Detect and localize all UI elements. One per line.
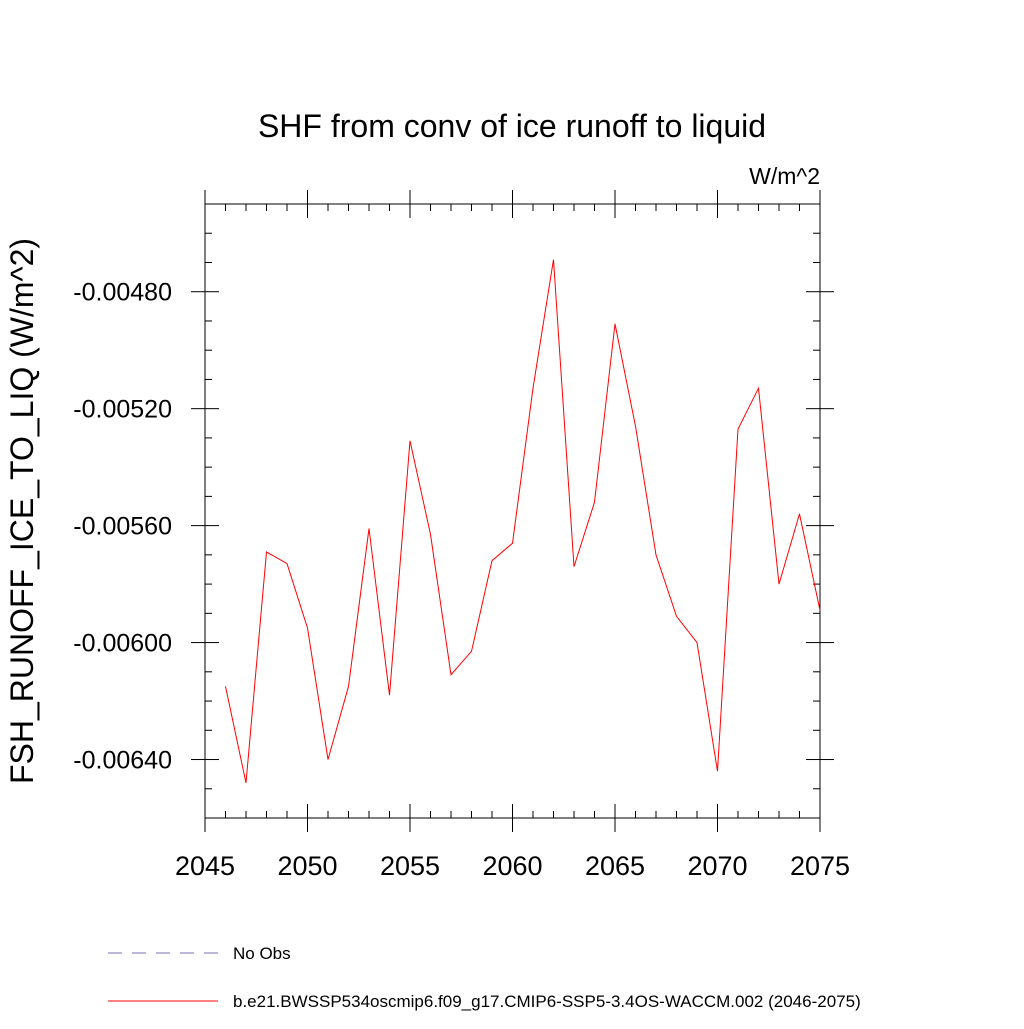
legend-label-model-run: b.e21.BWSSP534oscmip6.f09_g17.CMIP6-SSP5… bbox=[233, 992, 861, 1011]
x-tick-label: 2075 bbox=[790, 851, 850, 881]
legend: No Obs b.e21.BWSSP534oscmip6.f09_g17.CMI… bbox=[108, 944, 861, 1011]
y-tick-label: -0.00560 bbox=[73, 513, 172, 541]
y-tick-label: -0.00600 bbox=[73, 630, 172, 658]
x-tick-label: 2045 bbox=[175, 851, 235, 881]
x-tick-label: 2060 bbox=[482, 851, 542, 881]
plot-area-border bbox=[205, 204, 820, 818]
y-tick-label: -0.00520 bbox=[73, 396, 172, 424]
series-line-1 bbox=[226, 260, 821, 783]
x-tick-label: 2050 bbox=[277, 851, 337, 881]
chart-title: SHF from conv of ice runoff to liquid bbox=[258, 108, 766, 144]
plot-frame bbox=[205, 204, 820, 818]
x-tick-label: 2065 bbox=[585, 851, 645, 881]
legend-label-no-obs: No Obs bbox=[233, 944, 291, 963]
y-tick-label: -0.00640 bbox=[73, 747, 172, 775]
x-tick-label: 2070 bbox=[687, 851, 747, 881]
x-axis: 2045 2050 2055 2060 2065 2070 2075 bbox=[175, 190, 850, 881]
y-axis-title: FSH_RUNOFF_ICE_TO_LIQ (W/m^2) bbox=[4, 238, 40, 784]
y-tick-label: -0.00480 bbox=[73, 279, 172, 307]
units-label: W/m^2 bbox=[749, 163, 820, 189]
x-tick-label: 2055 bbox=[380, 851, 440, 881]
series-layer bbox=[225, 259, 820, 783]
